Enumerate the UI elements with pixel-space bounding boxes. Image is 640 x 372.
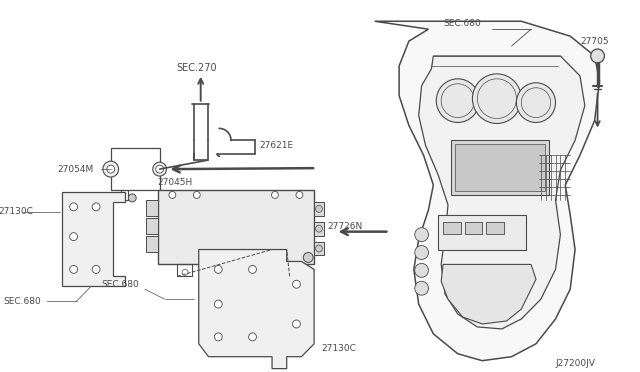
- Circle shape: [129, 194, 136, 202]
- Bar: [146, 235, 157, 251]
- Bar: [455, 144, 545, 191]
- Bar: [280, 264, 294, 276]
- Circle shape: [248, 265, 257, 273]
- Circle shape: [285, 269, 291, 275]
- Text: 27054M: 27054M: [57, 165, 93, 174]
- Text: J27200JV: J27200JV: [556, 359, 595, 368]
- Circle shape: [214, 265, 222, 273]
- Circle shape: [103, 161, 118, 177]
- Bar: [314, 222, 324, 235]
- Circle shape: [292, 320, 300, 328]
- Circle shape: [70, 203, 77, 211]
- Bar: [486, 222, 504, 234]
- Circle shape: [107, 165, 115, 173]
- Circle shape: [296, 192, 303, 198]
- Bar: [157, 190, 314, 264]
- Circle shape: [169, 192, 176, 198]
- Polygon shape: [199, 250, 314, 369]
- Polygon shape: [374, 21, 600, 361]
- Circle shape: [292, 280, 300, 288]
- Bar: [465, 222, 482, 234]
- Text: SEC.680: SEC.680: [3, 296, 41, 306]
- Polygon shape: [62, 192, 125, 286]
- Circle shape: [316, 225, 323, 232]
- Bar: [443, 222, 461, 234]
- Bar: [146, 218, 157, 234]
- Text: 27045H: 27045H: [157, 177, 193, 186]
- Circle shape: [415, 263, 428, 277]
- Circle shape: [214, 333, 222, 341]
- Bar: [451, 140, 548, 195]
- Text: 27130C: 27130C: [321, 344, 356, 353]
- Circle shape: [70, 265, 77, 273]
- Text: 27726N: 27726N: [328, 222, 363, 231]
- Circle shape: [436, 79, 479, 122]
- Polygon shape: [441, 264, 536, 324]
- Circle shape: [70, 232, 77, 241]
- Text: SEC.680: SEC.680: [101, 280, 139, 289]
- Bar: [314, 202, 324, 216]
- Bar: [438, 215, 526, 250]
- Bar: [177, 264, 192, 276]
- Circle shape: [182, 269, 188, 275]
- Circle shape: [214, 300, 222, 308]
- Bar: [120, 190, 129, 200]
- Text: 27621E: 27621E: [259, 141, 294, 150]
- Text: SEC.680: SEC.680: [443, 19, 481, 28]
- Circle shape: [516, 83, 556, 122]
- Circle shape: [316, 205, 323, 212]
- Circle shape: [153, 162, 166, 176]
- Polygon shape: [419, 56, 585, 329]
- Text: 27130C: 27130C: [0, 207, 33, 216]
- Text: 27705: 27705: [580, 36, 609, 46]
- Circle shape: [591, 49, 604, 63]
- Circle shape: [472, 74, 522, 124]
- Bar: [314, 241, 324, 256]
- Circle shape: [156, 165, 164, 173]
- Text: SEC.270: SEC.270: [176, 63, 217, 73]
- Bar: [111, 148, 159, 190]
- Circle shape: [92, 265, 100, 273]
- Circle shape: [415, 281, 428, 295]
- Circle shape: [271, 192, 278, 198]
- Circle shape: [415, 246, 428, 259]
- Circle shape: [303, 253, 313, 262]
- Circle shape: [415, 228, 428, 241]
- Circle shape: [92, 203, 100, 211]
- Bar: [146, 200, 157, 216]
- Circle shape: [248, 333, 257, 341]
- Circle shape: [193, 192, 200, 198]
- Circle shape: [316, 245, 323, 252]
